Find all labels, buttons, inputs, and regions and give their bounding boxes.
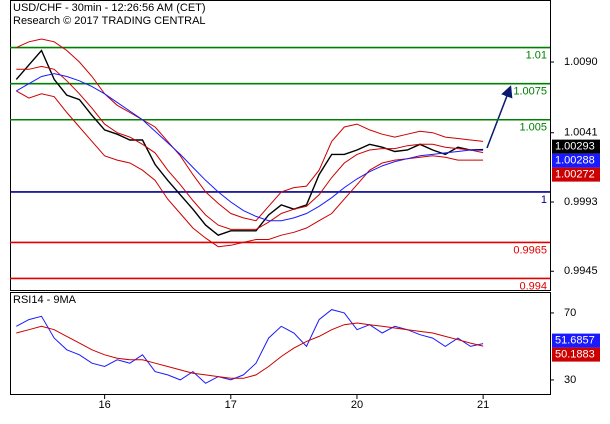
level-label: 1.01 <box>526 50 547 62</box>
last-value-box <box>552 167 600 182</box>
y-tick-label: 1.0041 <box>564 127 598 139</box>
series-line <box>16 73 484 222</box>
level-label: 1 <box>541 194 547 206</box>
y-tick-label: 0.9993 <box>564 196 598 208</box>
chart-title: USD/CHF - 30min - 12:26:56 AM (CET) <box>13 2 206 14</box>
x-tick-label: 17 <box>225 399 237 411</box>
level-label: 1.005 <box>519 122 547 134</box>
level-label: 0.994 <box>519 280 547 292</box>
last-value-box <box>552 347 600 362</box>
y-tick-label: 1.0090 <box>564 56 598 68</box>
x-tick-label: 16 <box>99 399 111 411</box>
forecast-arrow <box>486 85 513 149</box>
series-line <box>15 49 484 236</box>
series-line <box>16 90 484 248</box>
level-label: 1.0075 <box>513 86 547 98</box>
last-value-label: 51.6857 <box>555 335 595 347</box>
x-tick-label: 20 <box>351 399 363 411</box>
series-line <box>16 65 484 230</box>
y-tick-label: 70 <box>564 307 576 319</box>
last-value-label: 1.00288 <box>555 155 595 167</box>
last-value-label: 1.00272 <box>555 169 595 181</box>
chart-subtitle: Research © 2017 TRADING CENTRAL <box>13 15 206 27</box>
last-value-label: 1.00293 <box>555 141 595 153</box>
y-tick-label: 0.9945 <box>564 265 598 277</box>
last-value-label: 50.1883 <box>555 349 595 361</box>
last-value-box <box>552 333 600 348</box>
level-label: 0.9965 <box>513 244 547 256</box>
price-panel <box>10 0 551 291</box>
y-tick-label: 30 <box>564 374 576 386</box>
rsi-panel <box>10 292 551 395</box>
rsi-title: RSI14 - 9MA <box>13 294 77 306</box>
series-line <box>16 322 484 379</box>
last-value-box <box>552 139 600 154</box>
last-value-box <box>552 153 600 168</box>
x-tick-label: 21 <box>477 399 489 411</box>
series-line <box>16 38 484 222</box>
